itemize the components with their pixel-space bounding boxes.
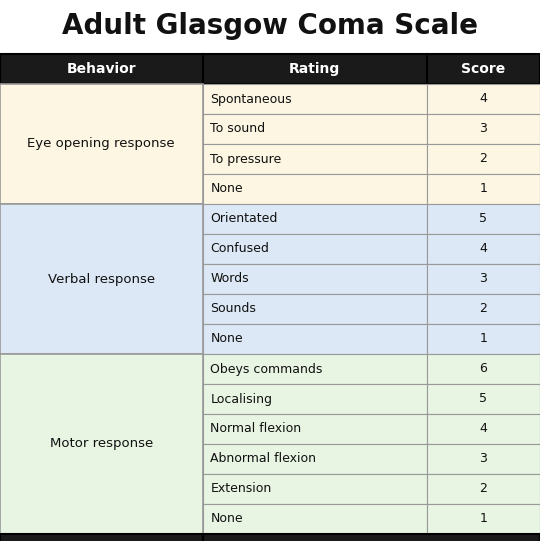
Text: Spontaneous: Spontaneous [211, 93, 292, 105]
Text: 1: 1 [480, 182, 487, 195]
Bar [0, 84, 202, 204]
Text: To pressure: To pressure [211, 153, 282, 166]
Bar [0, 534, 202, 541]
Bar [427, 444, 540, 474]
Text: 2: 2 [480, 302, 487, 315]
Text: 2: 2 [480, 483, 487, 496]
Bar [427, 384, 540, 414]
Text: Eye opening response: Eye opening response [28, 137, 175, 150]
Text: 1: 1 [480, 512, 487, 525]
Text: Score: Score [461, 62, 505, 76]
Bar [427, 114, 540, 144]
Bar [202, 294, 427, 324]
Bar [202, 174, 427, 204]
Bar [202, 384, 427, 414]
Bar [202, 444, 427, 474]
Text: Rating: Rating [289, 62, 340, 76]
Text: 1: 1 [480, 333, 487, 346]
Text: Abnormal flexion: Abnormal flexion [211, 452, 316, 465]
Text: 5: 5 [480, 213, 487, 226]
Text: Extension: Extension [211, 483, 272, 496]
Bar [202, 534, 540, 541]
Bar [427, 204, 540, 234]
Bar [427, 354, 540, 384]
Bar [202, 324, 427, 354]
Text: To sound: To sound [211, 122, 266, 135]
Bar [202, 204, 427, 234]
Bar [427, 414, 540, 444]
Text: 3: 3 [480, 122, 487, 135]
Bar [427, 474, 540, 504]
Bar [202, 474, 427, 504]
Text: Confused: Confused [211, 242, 269, 255]
Text: Motor response: Motor response [50, 438, 153, 451]
Bar [427, 234, 540, 264]
Bar [427, 144, 540, 174]
Bar [202, 114, 427, 144]
Text: Behavior: Behavior [66, 62, 136, 76]
Text: Orientated: Orientated [211, 213, 278, 226]
Text: None: None [211, 512, 243, 525]
Text: Obeys commands: Obeys commands [211, 362, 323, 375]
Bar [0, 354, 202, 534]
Bar [427, 264, 540, 294]
Text: None: None [211, 182, 243, 195]
Text: 4: 4 [480, 423, 487, 436]
Bar [427, 324, 540, 354]
Bar [202, 414, 427, 444]
Bar [202, 54, 427, 84]
Text: 3: 3 [480, 273, 487, 286]
Bar [427, 504, 540, 534]
Bar [0, 54, 202, 84]
Bar [427, 294, 540, 324]
Bar [427, 174, 540, 204]
Bar [202, 264, 427, 294]
Text: 4: 4 [480, 242, 487, 255]
Text: 6: 6 [480, 362, 487, 375]
Bar [202, 144, 427, 174]
Bar [427, 84, 540, 114]
Text: Localising: Localising [211, 393, 273, 406]
Text: None: None [211, 333, 243, 346]
Text: Verbal response: Verbal response [48, 273, 155, 286]
Text: Sounds: Sounds [211, 302, 256, 315]
Text: 4: 4 [480, 93, 487, 105]
Text: Normal flexion: Normal flexion [211, 423, 302, 436]
Bar [427, 54, 540, 84]
Text: 2: 2 [480, 153, 487, 166]
Bar [202, 84, 427, 114]
Bar [202, 354, 427, 384]
Bar [202, 234, 427, 264]
Text: Adult Glasgow Coma Scale: Adult Glasgow Coma Scale [62, 12, 478, 40]
Bar [0, 204, 202, 354]
Text: 5: 5 [480, 393, 487, 406]
Text: Words: Words [211, 273, 249, 286]
Bar [202, 504, 427, 534]
Text: 3: 3 [480, 452, 487, 465]
